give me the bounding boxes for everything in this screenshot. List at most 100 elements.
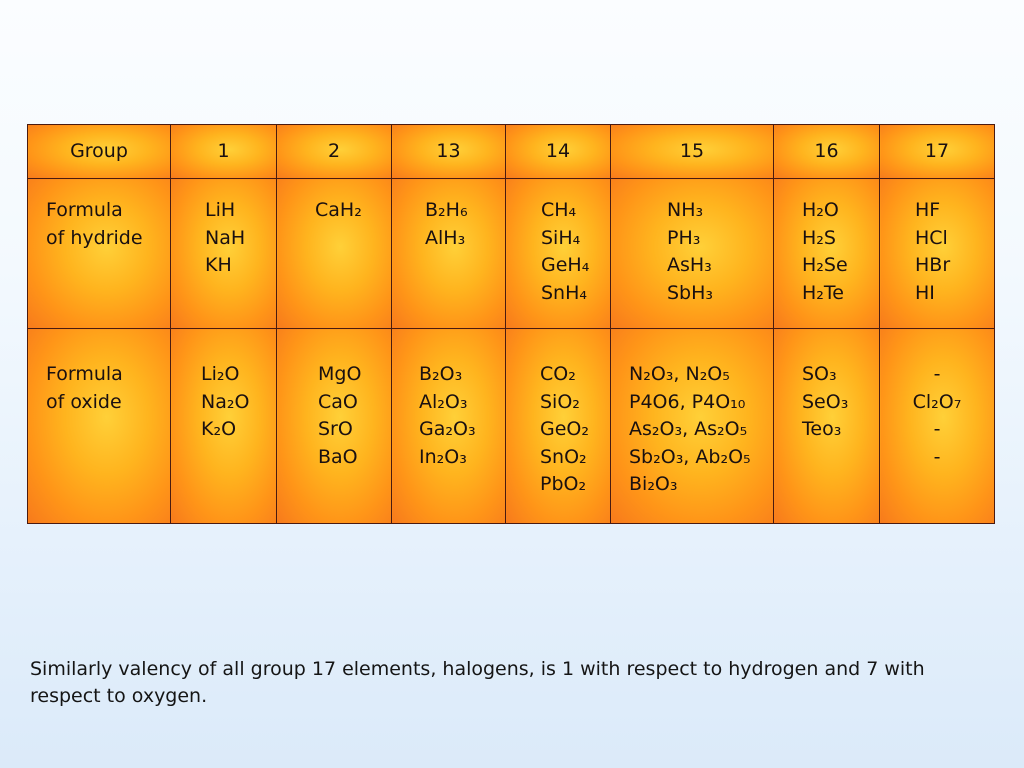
chemical-formula: H₂Se	[802, 254, 848, 276]
chemical-formula: SnO₂	[540, 445, 587, 468]
chemical-formula: HCl	[915, 226, 948, 249]
formula-list: B₂H₆ AlH₃	[392, 179, 505, 252]
chemical-formula: NH₃	[667, 199, 704, 221]
chemical-formula: SiH₄	[541, 226, 581, 249]
oxide-label-cell: Formula of oxide	[27, 328, 171, 524]
row-label-line: Formula	[46, 363, 123, 385]
chemical-formula: HF	[915, 199, 941, 221]
hydride-cell-group-14: CH₄ SiH₄ GeH₄ SnH₄	[505, 178, 611, 329]
chemical-formula: Al₂O₃	[419, 390, 468, 413]
chemical-formula: GeO₂	[540, 418, 589, 440]
chemical-formula: H₂S	[802, 226, 836, 249]
formula-list: HF HCl HBr HI	[880, 179, 994, 307]
chemical-formula: B₂O₃	[419, 363, 463, 385]
group-header-16: 16	[773, 124, 880, 179]
group-number: 15	[679, 140, 705, 162]
chemical-formula: HI	[915, 281, 935, 304]
oxide-cell-group-14: CO₂ SiO₂ GeO₂ SnO₂ PbO₂	[505, 328, 611, 524]
oxide-cell-group-17: - Cl₂O₇ - -	[879, 328, 995, 524]
group-number: 2	[327, 140, 341, 162]
chemical-formula: Cl₂O₇	[912, 390, 962, 413]
chemical-formula: N₂O₃, N₂O₅	[629, 363, 730, 385]
group-label: Group	[70, 140, 128, 162]
formula-list: H₂O H₂S H₂Se H₂Te	[774, 179, 879, 307]
chemical-formula: -	[933, 363, 941, 385]
hydride-cell-group-2: CaH₂	[276, 178, 392, 329]
group-header-14: 14	[505, 124, 611, 179]
chemical-formula: As₂O₃, As₂O₅	[629, 418, 748, 440]
chemical-formula: CH₄	[541, 199, 577, 221]
group-header-2: 2	[276, 124, 392, 179]
hydride-row: Formula of hydride LiH NaH KH CaH₂ B₂H₆ AlH…	[27, 178, 995, 329]
row-label-line: of oxide	[46, 390, 122, 413]
chemical-formula: B₂H₆	[425, 199, 468, 221]
chemical-formula: -	[933, 418, 941, 440]
group-number: 16	[814, 140, 839, 162]
chemical-formula: PH₃	[667, 226, 701, 249]
chemical-formula: Bi₂O₃	[629, 473, 678, 495]
group-header-17: 17	[879, 124, 995, 179]
formula-list: Li₂O Na₂O K₂O	[171, 329, 276, 444]
group-header-13: 13	[391, 124, 506, 179]
row-label: Formula of hydride	[28, 179, 170, 252]
chemical-formula: PbO₂	[540, 473, 587, 495]
group-number: 13	[436, 140, 461, 162]
formula-list: CH₄ SiH₄ GeH₄ SnH₄	[506, 179, 610, 307]
chemical-formula: AsH₃	[667, 254, 712, 276]
hydride-cell-group-17: HF HCl HBr HI	[879, 178, 995, 329]
chemical-formula: MgO	[318, 363, 362, 385]
chemical-formula: H₂O	[802, 199, 839, 221]
chemical-formula: AlH₃	[425, 226, 466, 249]
chemical-formula: SrO	[318, 418, 353, 440]
hydride-cell-group-1: LiH NaH KH	[170, 178, 277, 329]
chemical-formula: BaO	[318, 445, 358, 468]
formula-list: LiH NaH KH	[171, 179, 276, 280]
chemical-formula: CaO	[318, 390, 358, 413]
footer-note: Similarly valency of all group 17 elemen…	[30, 658, 925, 707]
formula-list: N₂O₃, N₂O₅ P4O6, P4O₁₀ As₂O₃, As₂O₅ Sb₂O₃, …	[611, 329, 773, 499]
chemical-formula: GeH₄	[541, 254, 590, 276]
chemical-formula: SO₃	[802, 363, 837, 385]
header-label-cell: Group	[27, 124, 171, 179]
oxide-cell-group-1: Li₂O Na₂O K₂O	[170, 328, 277, 524]
chemical-formula: Li₂O	[201, 363, 240, 385]
chemical-formula: SeO₃	[802, 390, 849, 413]
chemical-formula: KH	[205, 254, 232, 276]
hydride-cell-group-13: B₂H₆ AlH₃	[391, 178, 506, 329]
formula-list: SO₃ SeO₃ Teo₃	[774, 329, 879, 444]
chemical-formula: NaH	[205, 226, 246, 249]
hydride-label-cell: Formula of hydride	[27, 178, 171, 329]
chemical-formula: SiO₂	[540, 390, 580, 413]
group-header-15: 15	[610, 124, 774, 179]
formula-list: MgO CaO SrO BaO	[277, 329, 391, 471]
chemical-formula: -	[933, 445, 941, 468]
chemical-formula: Sb₂O₃, Ab₂O₅	[629, 445, 751, 468]
formula-list: CO₂ SiO₂ GeO₂ SnO₂ PbO₂	[506, 329, 610, 499]
oxide-cell-group-13: B₂O₃ Al₂O₃ Ga₂O₃ In₂O₃	[391, 328, 506, 524]
chemical-formula: H₂Te	[802, 281, 844, 304]
chemical-formula: In₂O₃	[419, 445, 467, 468]
chemical-formula: CO₂	[540, 363, 576, 385]
formula-list: CaH₂	[277, 179, 391, 225]
group-number: 17	[924, 140, 950, 162]
chemical-formula: LiH	[205, 199, 236, 221]
oxide-cell-group-2: MgO CaO SrO BaO	[276, 328, 392, 524]
row-label-line: of hydride	[46, 226, 143, 249]
formula-list: B₂O₃ Al₂O₃ Ga₂O₃ In₂O₃	[392, 329, 505, 471]
formula-list: - Cl₂O₇ - -	[880, 329, 994, 471]
row-label: Formula of oxide	[28, 329, 170, 416]
chemical-formula: HBr	[915, 254, 951, 276]
chemical-formula: Ga₂O₃	[419, 418, 476, 440]
hydride-cell-group-16: H₂O H₂S H₂Se H₂Te	[773, 178, 880, 329]
chemical-formula: Na₂O	[201, 390, 250, 413]
header-row: Group 1 2 13 14 15 16 17	[27, 124, 995, 179]
chemical-formula: K₂O	[201, 418, 237, 440]
chemical-formula: P4O6, P4O₁₀	[629, 390, 746, 413]
group-number: 1	[217, 140, 230, 162]
chemical-formula: Teo₃	[802, 418, 842, 440]
group-number: 14	[545, 140, 571, 162]
hydride-cell-group-15: NH₃ PH₃ AsH₃ SbH₃	[610, 178, 774, 329]
chemical-formula: SnH₄	[541, 281, 588, 304]
chemical-formula: CaH₂	[315, 199, 362, 221]
oxide-cell-group-16: SO₃ SeO₃ Teo₃	[773, 328, 880, 524]
